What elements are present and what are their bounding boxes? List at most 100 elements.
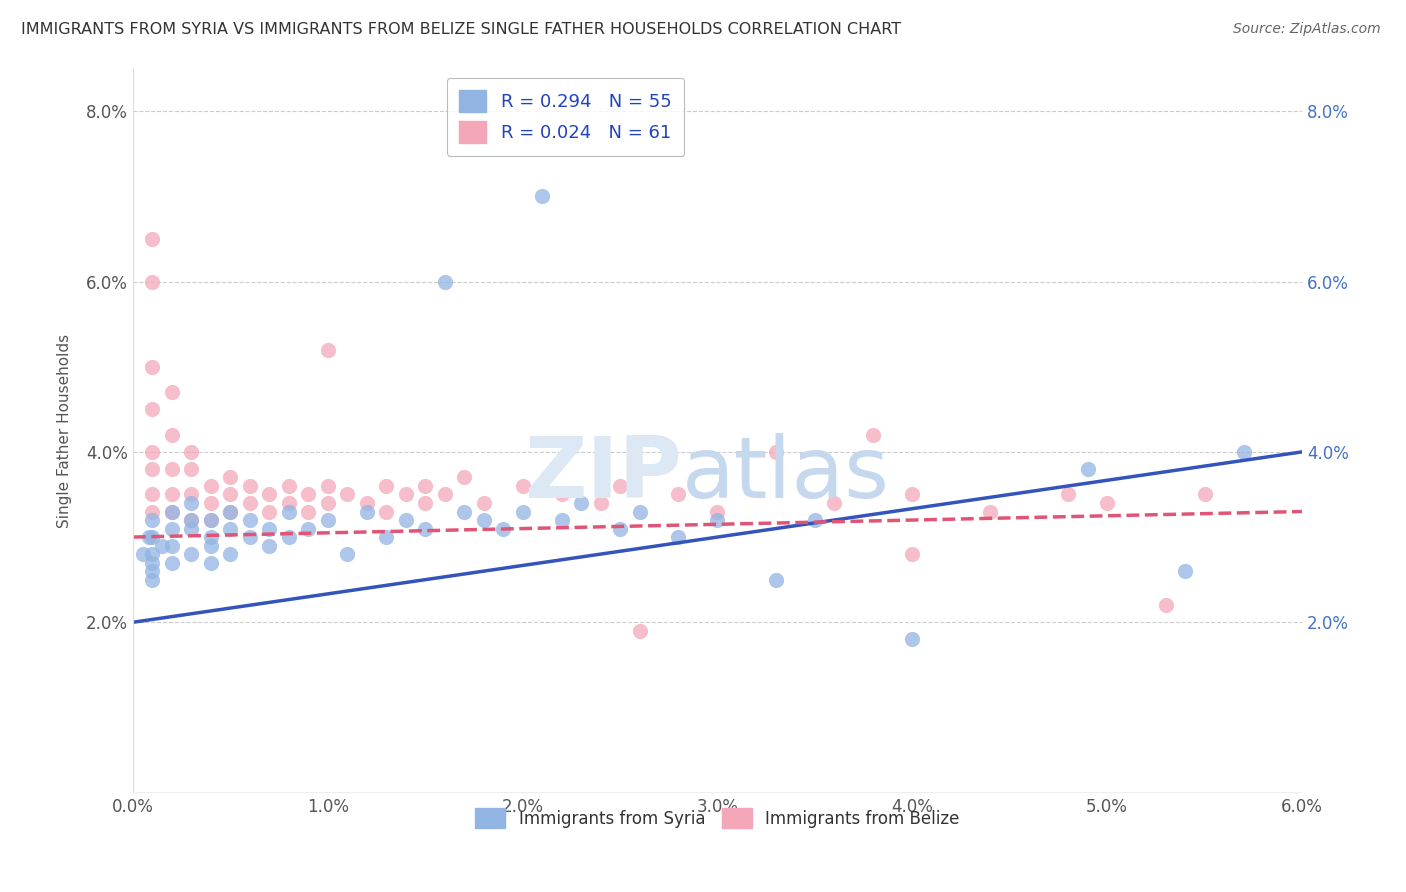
- Point: [433, 487, 456, 501]
- Point: [512, 479, 534, 493]
- Point: [609, 522, 631, 536]
- Point: [131, 547, 153, 561]
- Point: [628, 624, 651, 638]
- Point: [219, 470, 242, 484]
- Point: [180, 462, 202, 476]
- Point: [550, 513, 572, 527]
- Point: [277, 530, 299, 544]
- Point: [1077, 462, 1099, 476]
- Point: [141, 359, 163, 374]
- Point: [239, 479, 262, 493]
- Point: [1194, 487, 1216, 501]
- Point: [628, 504, 651, 518]
- Point: [492, 522, 515, 536]
- Point: [160, 462, 183, 476]
- Point: [138, 530, 160, 544]
- Point: [979, 504, 1001, 518]
- Point: [862, 427, 884, 442]
- Point: [200, 496, 222, 510]
- Point: [453, 504, 475, 518]
- Point: [200, 513, 222, 527]
- Point: [336, 487, 359, 501]
- Point: [375, 479, 398, 493]
- Point: [336, 547, 359, 561]
- Point: [277, 496, 299, 510]
- Point: [512, 504, 534, 518]
- Point: [141, 275, 163, 289]
- Point: [180, 522, 202, 536]
- Point: [413, 479, 436, 493]
- Point: [160, 504, 183, 518]
- Point: [668, 530, 690, 544]
- Point: [569, 496, 592, 510]
- Point: [356, 496, 378, 510]
- Text: atlas: atlas: [682, 433, 890, 516]
- Point: [1232, 445, 1254, 459]
- Point: [219, 487, 242, 501]
- Point: [765, 445, 787, 459]
- Point: [277, 479, 299, 493]
- Point: [550, 487, 572, 501]
- Point: [160, 385, 183, 400]
- Point: [433, 275, 456, 289]
- Point: [141, 402, 163, 417]
- Y-axis label: Single Father Households: Single Father Households: [58, 334, 72, 528]
- Point: [589, 496, 612, 510]
- Text: ZIP: ZIP: [524, 433, 682, 516]
- Point: [472, 496, 495, 510]
- Point: [901, 487, 924, 501]
- Point: [765, 573, 787, 587]
- Point: [160, 522, 183, 536]
- Point: [1174, 564, 1197, 578]
- Point: [200, 479, 222, 493]
- Point: [141, 462, 163, 476]
- Point: [180, 513, 202, 527]
- Point: [160, 487, 183, 501]
- Point: [316, 479, 339, 493]
- Point: [180, 487, 202, 501]
- Point: [219, 522, 242, 536]
- Point: [316, 513, 339, 527]
- Point: [297, 487, 319, 501]
- Point: [1095, 496, 1118, 510]
- Point: [804, 513, 827, 527]
- Point: [259, 487, 281, 501]
- Point: [472, 513, 495, 527]
- Point: [395, 487, 418, 501]
- Point: [141, 513, 163, 527]
- Text: Source: ZipAtlas.com: Source: ZipAtlas.com: [1233, 22, 1381, 37]
- Point: [413, 522, 436, 536]
- Point: [316, 343, 339, 357]
- Point: [219, 504, 242, 518]
- Point: [901, 632, 924, 647]
- Point: [141, 232, 163, 246]
- Point: [259, 504, 281, 518]
- Point: [160, 427, 183, 442]
- Point: [141, 504, 163, 518]
- Point: [180, 496, 202, 510]
- Point: [297, 522, 319, 536]
- Point: [160, 539, 183, 553]
- Point: [200, 556, 222, 570]
- Point: [141, 530, 163, 544]
- Point: [141, 445, 163, 459]
- Point: [259, 522, 281, 536]
- Point: [1057, 487, 1080, 501]
- Point: [180, 547, 202, 561]
- Point: [239, 513, 262, 527]
- Point: [316, 496, 339, 510]
- Point: [823, 496, 845, 510]
- Point: [297, 504, 319, 518]
- Point: [356, 504, 378, 518]
- Point: [141, 556, 163, 570]
- Point: [413, 496, 436, 510]
- Point: [277, 504, 299, 518]
- Point: [200, 530, 222, 544]
- Point: [141, 487, 163, 501]
- Point: [531, 189, 554, 203]
- Point: [706, 504, 728, 518]
- Legend: Immigrants from Syria, Immigrants from Belize: Immigrants from Syria, Immigrants from B…: [468, 801, 966, 835]
- Point: [668, 487, 690, 501]
- Point: [200, 539, 222, 553]
- Point: [609, 479, 631, 493]
